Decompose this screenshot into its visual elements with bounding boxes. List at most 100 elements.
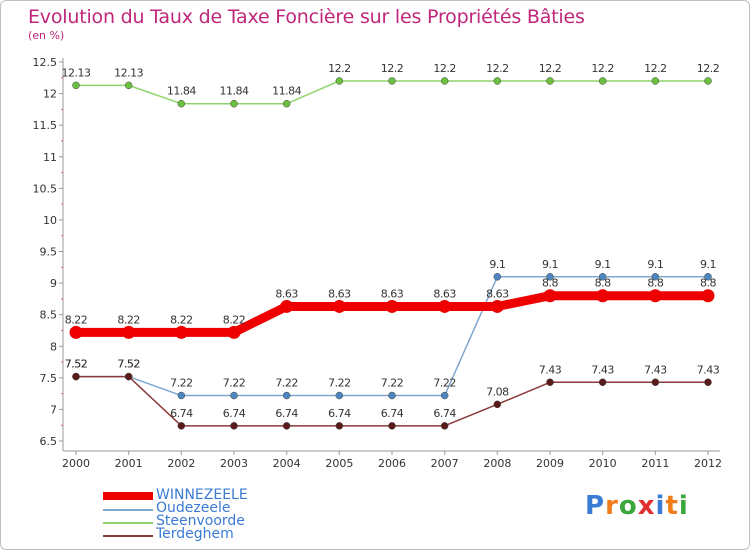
data-label-terdeghem: 7.43	[591, 363, 614, 376]
logo-letter: i	[655, 491, 666, 521]
x-tick-label: 2008	[483, 457, 511, 470]
data-label-steenvoorde: 12.13	[114, 66, 143, 79]
x-tick-label: 2005	[325, 457, 353, 470]
data-point-steenvoorde	[651, 77, 660, 85]
logo-letter: t	[665, 491, 679, 521]
data-point-oudezeele	[493, 273, 502, 281]
data-point-terdeghem	[598, 378, 607, 387]
data-label-oudezeele: 7.52	[65, 358, 88, 371]
legend-label-winnezeele: WINNEZEELE	[156, 487, 248, 503]
data-point-winnezeele	[122, 325, 136, 339]
data-point-winnezeele	[701, 289, 715, 303]
data-label-winnezeele: 8.22	[223, 313, 246, 326]
y-tick-label: 6.5	[40, 435, 58, 448]
data-point-oudezeele	[335, 391, 344, 400]
data-point-terdeghem	[230, 422, 238, 430]
data-point-terdeghem	[651, 378, 660, 387]
data-point-oudezeele	[230, 391, 238, 400]
logo-letter: r	[605, 491, 619, 521]
data-label-oudezeele: 9.1	[542, 258, 558, 271]
data-point-terdeghem	[177, 422, 186, 430]
data-point-oudezeele	[388, 391, 396, 400]
legend-label-oudezeele: Oudezeele	[156, 500, 231, 516]
x-tick-label: 2000	[62, 457, 90, 470]
x-tick-label: 2003	[220, 457, 248, 470]
x-tick-label: 2002	[167, 457, 195, 470]
data-label-winnezeele: 8.8	[595, 277, 611, 290]
y-tick-label: 10	[43, 214, 57, 227]
data-point-winnezeele	[69, 325, 83, 339]
data-point-terdeghem	[335, 422, 344, 430]
data-label-oudezeele: 7.22	[275, 377, 298, 390]
data-label-oudezeele: 7.22	[328, 377, 351, 390]
y-tick-label: 11.5	[33, 119, 58, 132]
data-point-steenvoorde	[388, 77, 396, 85]
legend-label-terdeghem: Terdeghem	[156, 526, 234, 542]
data-point-steenvoorde	[335, 77, 344, 85]
data-label-winnezeele: 8.8	[700, 277, 716, 290]
data-point-winnezeele	[227, 325, 241, 339]
data-label-terdeghem: 7.43	[644, 363, 667, 376]
data-label-terdeghem: 6.74	[381, 407, 404, 420]
legend-swatch-winnezeele	[103, 492, 153, 500]
data-label-terdeghem: 6.74	[275, 407, 298, 420]
data-label-terdeghem: 7.08	[486, 385, 509, 398]
data-point-terdeghem	[704, 378, 712, 387]
data-point-steenvoorde	[493, 77, 502, 85]
data-label-oudezeele: 7.22	[433, 377, 456, 390]
data-label-winnezeele: 8.63	[328, 287, 351, 300]
y-tick-label: 9	[50, 277, 57, 290]
data-point-terdeghem	[440, 422, 449, 430]
data-label-winnezeele: 8.8	[542, 277, 558, 290]
legend-swatch-oudezeele	[103, 509, 153, 511]
data-point-steenvoorde	[440, 77, 449, 85]
y-axis-unit: (en %)	[28, 29, 65, 42]
data-label-terdeghem: 7.52	[117, 358, 140, 371]
data-label-winnezeele: 8.63	[433, 287, 456, 300]
data-point-winnezeele	[385, 299, 399, 313]
data-point-oudezeele	[546, 273, 554, 281]
data-point-oudezeele	[598, 273, 607, 281]
data-label-steenvoorde: 11.84	[220, 85, 249, 98]
y-tick-label: 10.5	[33, 182, 58, 195]
data-label-steenvoorde: 12.2	[381, 62, 404, 75]
y-tick-label: 8	[50, 340, 57, 353]
data-point-winnezeele	[596, 289, 610, 303]
data-label-steenvoorde: 12.2	[697, 62, 720, 75]
data-point-steenvoorde	[124, 81, 133, 90]
data-label-winnezeele: 8.63	[275, 287, 298, 300]
data-point-steenvoorde	[72, 81, 80, 90]
x-tick-label: 2006	[378, 457, 406, 470]
data-label-winnezeele: 8.8	[647, 277, 663, 290]
data-point-steenvoorde	[704, 77, 712, 85]
data-point-winnezeele	[332, 299, 346, 313]
data-label-steenvoorde: 11.84	[167, 85, 196, 98]
logo-letter: i	[678, 491, 689, 521]
data-point-winnezeele	[543, 289, 557, 303]
data-label-oudezeele: 9.1	[647, 258, 663, 271]
data-label-terdeghem: 6.74	[223, 407, 246, 420]
data-label-terdeghem: 7.43	[539, 363, 562, 376]
data-label-steenvoorde: 12.13	[62, 66, 91, 79]
data-label-terdeghem: 7.43	[697, 363, 720, 376]
data-label-winnezeele: 8.22	[65, 313, 88, 326]
data-point-winnezeele	[438, 299, 452, 313]
y-tick-label: 7	[50, 403, 57, 416]
data-point-terdeghem	[493, 400, 502, 409]
x-tick-label: 2012	[694, 457, 722, 470]
chart-title: Evolution du Taux de Taxe Foncière sur l…	[28, 6, 585, 28]
data-point-oudezeele	[440, 391, 449, 400]
data-label-oudezeele: 9.1	[489, 258, 505, 271]
data-label-terdeghem: 6.74	[328, 407, 351, 420]
data-label-steenvoorde: 11.84	[272, 85, 301, 98]
data-point-oudezeele	[704, 273, 712, 281]
y-tick-label: 7.5	[40, 372, 58, 385]
x-tick-label: 2004	[273, 457, 301, 470]
data-label-oudezeele: 9.1	[700, 258, 716, 271]
data-point-terdeghem	[546, 378, 554, 387]
data-label-steenvoorde: 12.2	[591, 62, 614, 75]
logo-letter: o	[618, 491, 638, 521]
y-tick-label: 11	[43, 151, 57, 164]
data-label-winnezeele: 8.63	[486, 287, 509, 300]
legend-swatch-terdeghem	[103, 535, 153, 537]
